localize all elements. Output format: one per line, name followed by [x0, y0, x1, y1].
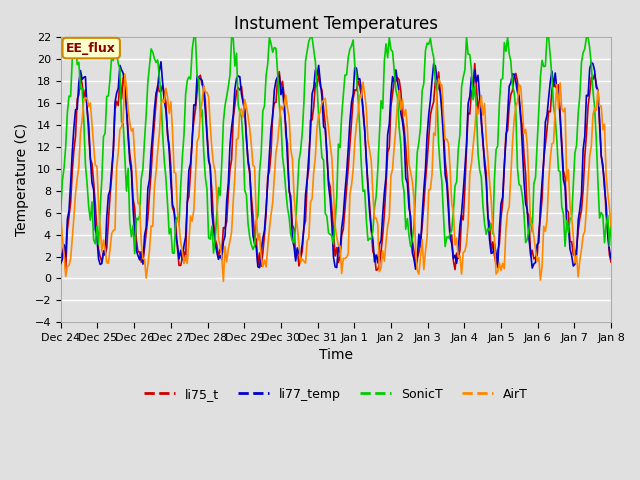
- Legend: li75_t, li77_temp, SonicT, AirT: li75_t, li77_temp, SonicT, AirT: [139, 383, 533, 406]
- Y-axis label: Temperature (C): Temperature (C): [15, 123, 29, 236]
- Title: Instument Temperatures: Instument Temperatures: [234, 15, 438, 33]
- X-axis label: Time: Time: [319, 348, 353, 362]
- Text: EE_flux: EE_flux: [67, 42, 116, 55]
